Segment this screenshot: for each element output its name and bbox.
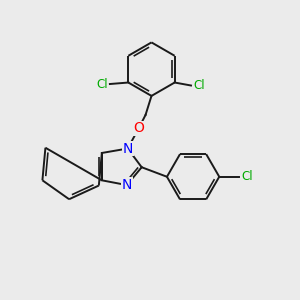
Text: O: O (133, 121, 144, 135)
Text: N: N (122, 178, 132, 192)
Text: Cl: Cl (241, 170, 253, 183)
Text: Cl: Cl (96, 77, 107, 91)
Text: Cl: Cl (194, 79, 205, 92)
Text: N: N (122, 142, 133, 155)
